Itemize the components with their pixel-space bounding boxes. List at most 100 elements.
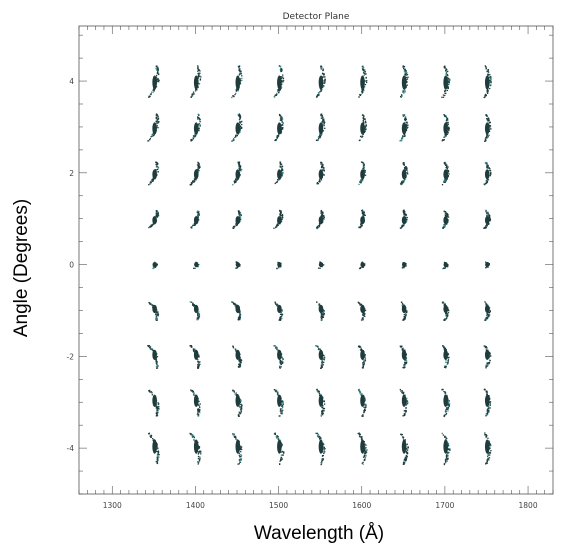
spot-point bbox=[199, 121, 201, 123]
spot-point bbox=[197, 414, 200, 416]
spot-core bbox=[277, 122, 282, 135]
spot-point bbox=[401, 390, 403, 392]
spot-point bbox=[150, 391, 153, 393]
spot-point bbox=[240, 213, 242, 216]
spot-point bbox=[448, 129, 450, 132]
spot-point bbox=[320, 415, 322, 417]
spot-point bbox=[358, 139, 361, 142]
spot-point bbox=[276, 267, 278, 269]
spot-point bbox=[403, 212, 405, 214]
spot-point bbox=[157, 454, 159, 456]
spot-point bbox=[366, 80, 368, 82]
spot-point bbox=[360, 349, 363, 351]
spot-point bbox=[443, 136, 445, 138]
spot-point bbox=[317, 435, 320, 437]
spot-point bbox=[233, 226, 235, 229]
spot-point bbox=[365, 455, 367, 457]
spot-point bbox=[277, 266, 280, 268]
spot-point bbox=[232, 138, 235, 140]
spot-point bbox=[399, 345, 401, 347]
spot-point bbox=[362, 456, 365, 458]
spot-point bbox=[235, 438, 237, 440]
spot-point bbox=[190, 301, 193, 303]
spot-point bbox=[441, 432, 443, 435]
spot-core bbox=[484, 304, 490, 314]
spot-point bbox=[198, 83, 201, 85]
spot-point bbox=[155, 166, 158, 168]
spot-point bbox=[232, 433, 235, 435]
spot-point bbox=[442, 301, 444, 304]
spot-point bbox=[155, 213, 158, 215]
spot-core bbox=[235, 261, 240, 268]
spot-point bbox=[487, 212, 489, 214]
spot-point bbox=[197, 77, 199, 79]
spot-point bbox=[239, 357, 241, 359]
spot-point bbox=[192, 305, 195, 307]
spot-point bbox=[198, 311, 200, 313]
spot-point bbox=[447, 175, 449, 177]
spot-point bbox=[239, 121, 241, 123]
spot-point bbox=[400, 390, 403, 393]
spot-point bbox=[486, 362, 488, 364]
spot-point bbox=[198, 447, 200, 449]
spot-core bbox=[443, 122, 448, 135]
spot-point bbox=[281, 117, 283, 120]
spot-point bbox=[280, 69, 282, 71]
spot-point bbox=[148, 302, 150, 304]
spot-point bbox=[197, 68, 199, 70]
spot-core bbox=[443, 439, 448, 454]
spot-point bbox=[445, 135, 447, 137]
spot-point bbox=[487, 74, 489, 76]
spot-diagram bbox=[189, 301, 201, 321]
spot-point bbox=[277, 90, 279, 92]
spot-point bbox=[281, 175, 283, 177]
spot-point bbox=[281, 454, 283, 456]
spot-point bbox=[321, 317, 323, 319]
spot-point bbox=[443, 224, 446, 226]
spot-diagram bbox=[483, 65, 492, 99]
spot-point bbox=[321, 211, 324, 213]
spot-point bbox=[485, 225, 487, 227]
spot-point bbox=[194, 136, 196, 138]
spot-point bbox=[445, 120, 448, 122]
spot-point bbox=[405, 128, 408, 131]
spot-point bbox=[193, 440, 196, 442]
spot-point bbox=[322, 314, 324, 316]
spot-point bbox=[277, 224, 279, 227]
spot-point bbox=[239, 167, 241, 169]
spot-point bbox=[323, 121, 325, 123]
spot-point bbox=[198, 164, 200, 167]
x-tick-label: 1800 bbox=[519, 501, 538, 510]
spot-point bbox=[489, 170, 492, 172]
spot-point bbox=[278, 90, 280, 92]
spot-diagram bbox=[441, 432, 451, 466]
spot-point bbox=[486, 347, 488, 349]
spot-point bbox=[322, 358, 324, 360]
spot-point bbox=[197, 404, 200, 406]
spot-point bbox=[149, 303, 151, 305]
spot-diagram bbox=[273, 432, 285, 466]
spot-point bbox=[273, 96, 276, 98]
spot-point bbox=[317, 391, 319, 393]
spot-point bbox=[155, 215, 157, 218]
spot-point bbox=[490, 78, 492, 81]
spot-point bbox=[489, 126, 491, 128]
spot-point bbox=[485, 367, 487, 369]
spot-point bbox=[324, 127, 326, 129]
spot-point bbox=[282, 215, 284, 217]
spot-point bbox=[192, 304, 194, 306]
spot-point bbox=[274, 182, 276, 185]
spot-point bbox=[316, 301, 318, 303]
spot-point bbox=[196, 215, 199, 218]
spot-point bbox=[447, 399, 449, 401]
spot-point bbox=[198, 117, 201, 120]
spot-point bbox=[239, 461, 241, 463]
spot-point bbox=[239, 117, 241, 119]
spot-point bbox=[488, 362, 490, 364]
spot-point bbox=[323, 118, 325, 120]
spot-point bbox=[158, 121, 160, 123]
spot-point bbox=[444, 393, 446, 395]
spot-point bbox=[238, 211, 240, 213]
spot-point bbox=[361, 91, 363, 93]
